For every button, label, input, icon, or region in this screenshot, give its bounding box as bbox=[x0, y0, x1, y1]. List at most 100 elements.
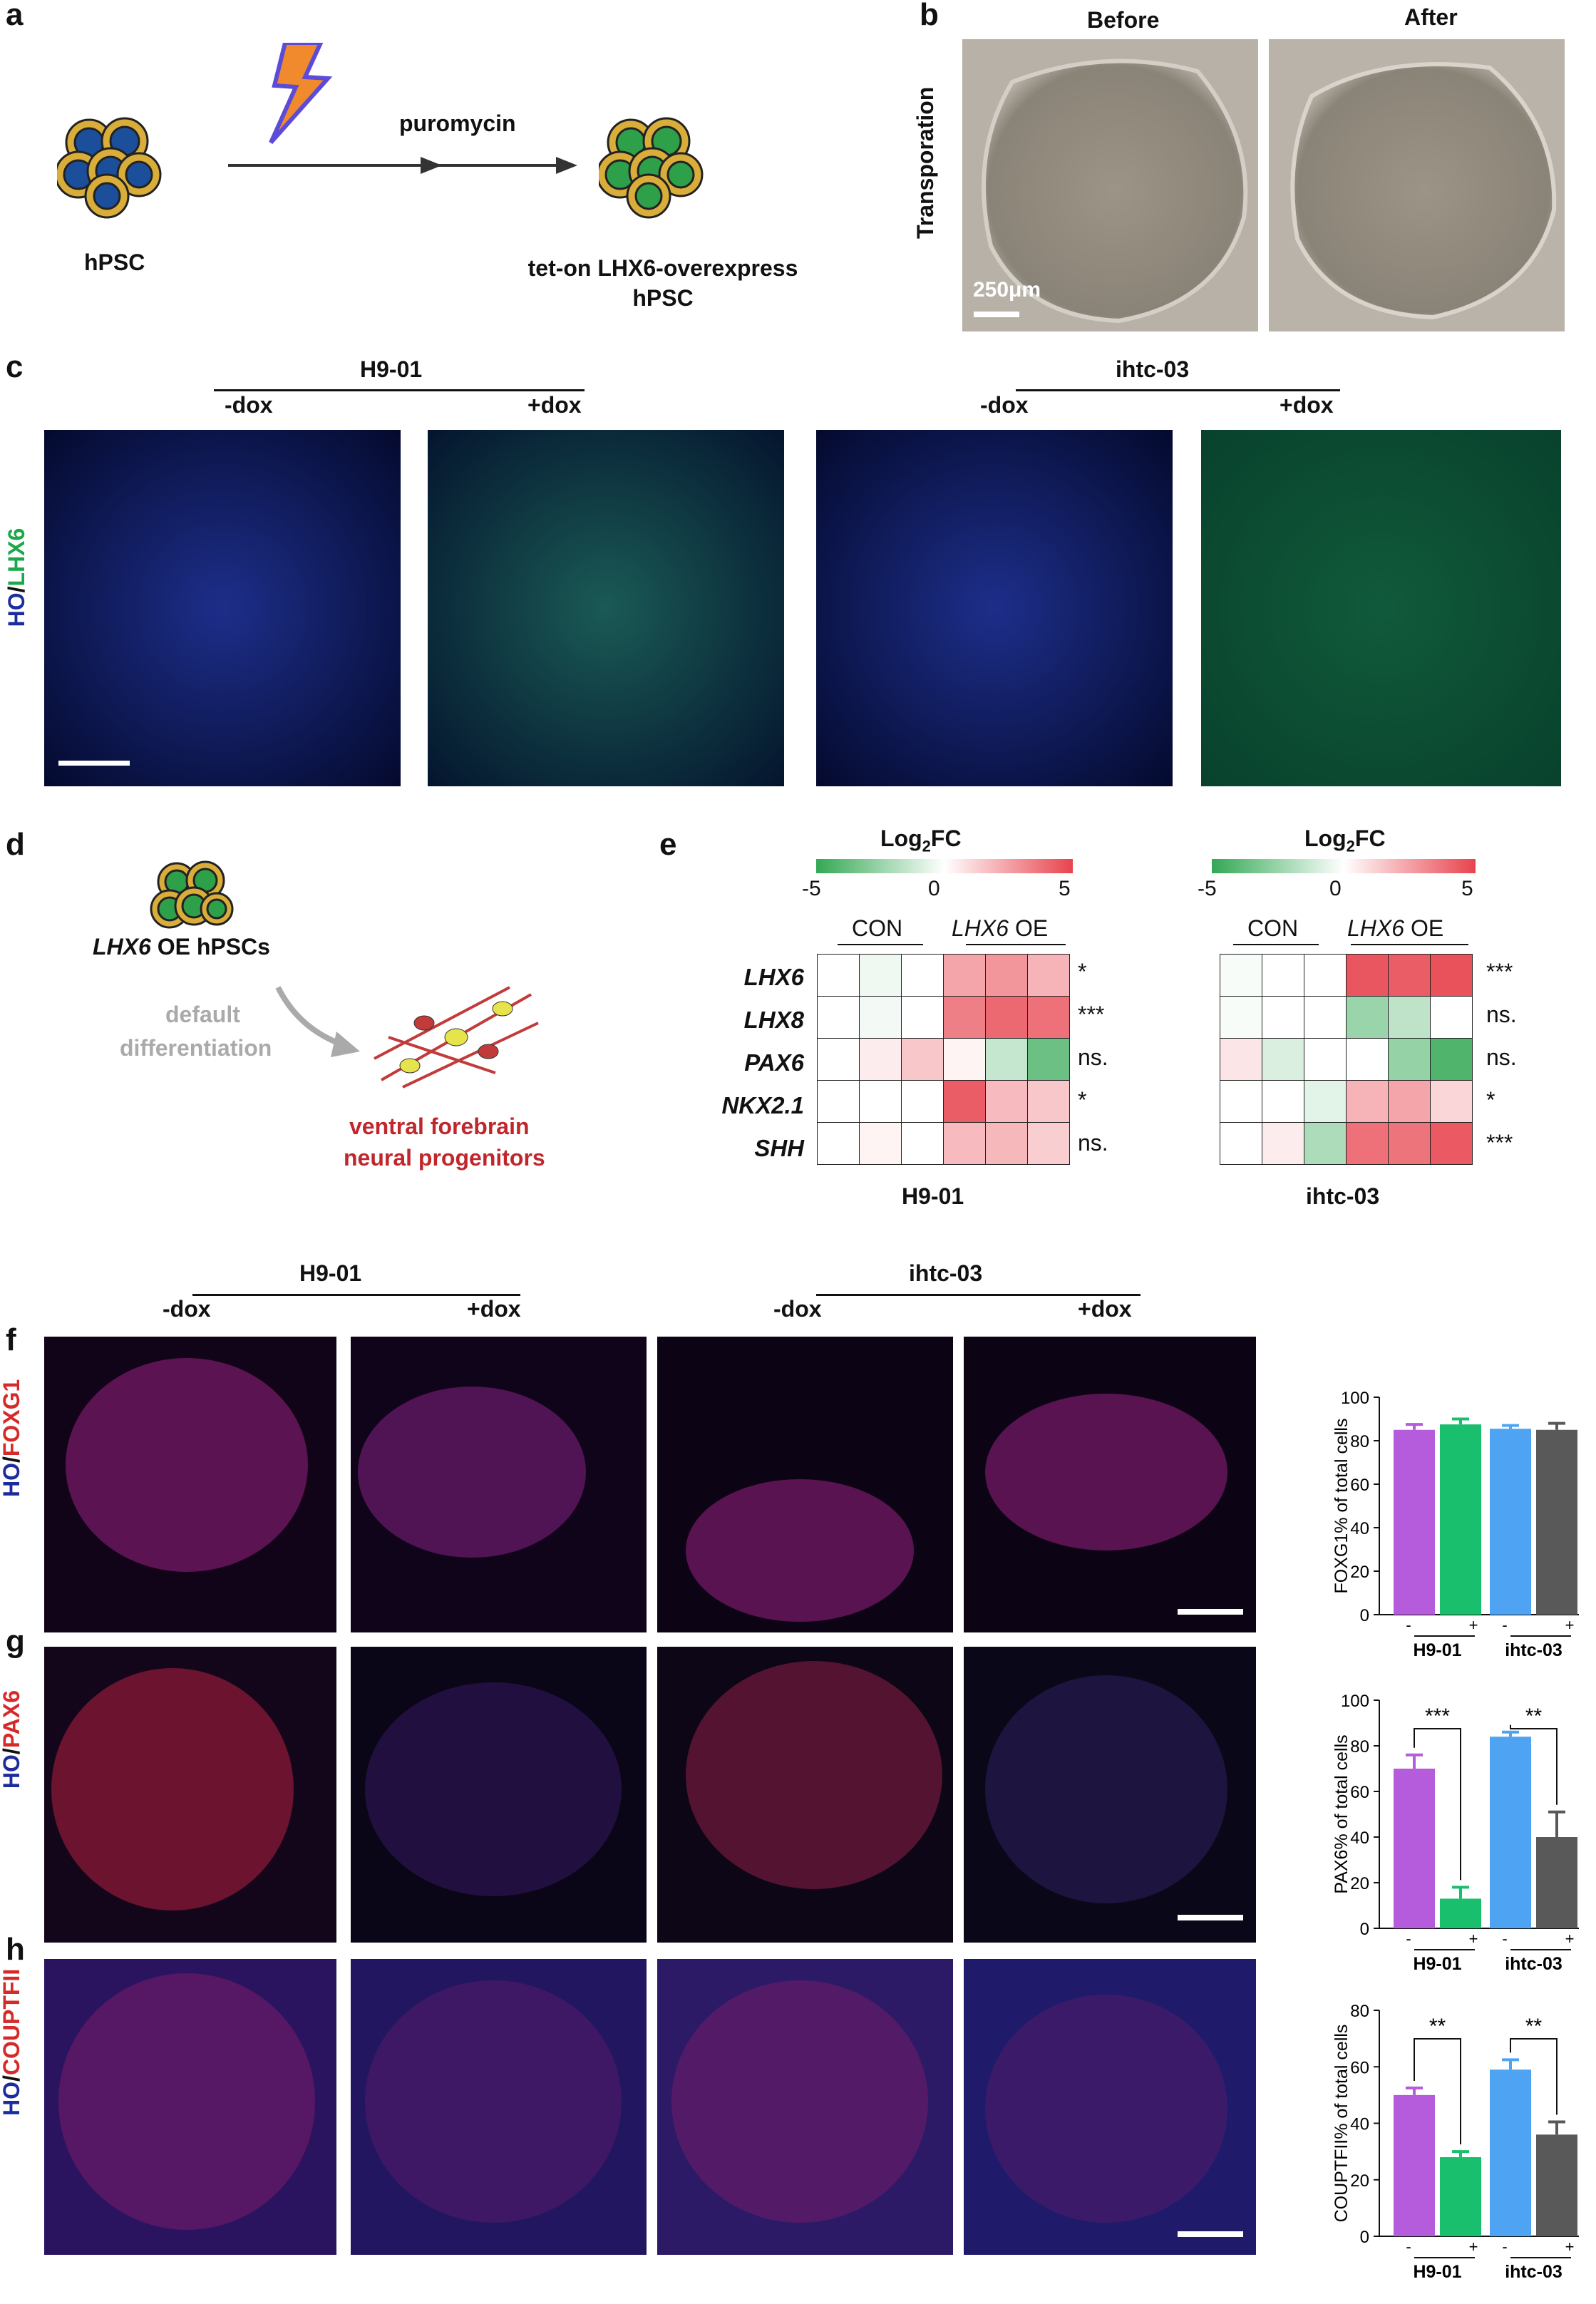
panel-f-label: f bbox=[6, 1322, 16, 1357]
y-tick-label: 20 bbox=[1350, 1874, 1369, 1893]
e-gene-pax6: PAX6 bbox=[744, 1049, 804, 1076]
heatmap-cell bbox=[985, 954, 1028, 997]
e-ihtc-sig-3: * bbox=[1486, 1087, 1495, 1113]
c-h9-minus-image bbox=[44, 430, 401, 786]
c-ihtc-plus-dox: +dox bbox=[1280, 392, 1334, 418]
bar bbox=[1394, 1769, 1435, 1928]
heatmap-cell bbox=[1346, 1038, 1389, 1081]
d-default-label: default bbox=[165, 1002, 240, 1027]
heatmap-cell bbox=[817, 1080, 860, 1123]
puromycin-label: puromycin bbox=[399, 110, 516, 136]
e-ihtc-sig-4: *** bbox=[1486, 1130, 1513, 1156]
g-h9-minus-image bbox=[44, 1647, 336, 1943]
heatmap-cell bbox=[985, 1080, 1028, 1123]
heatmap-cell bbox=[1027, 954, 1070, 997]
bar bbox=[1490, 1737, 1531, 1928]
after-label: After bbox=[1404, 4, 1458, 30]
y-tick-label: 80 bbox=[1350, 1432, 1369, 1451]
hpsc-cluster-icon bbox=[57, 117, 162, 219]
heatmap-cell bbox=[1430, 1038, 1473, 1081]
bar bbox=[1394, 1429, 1435, 1615]
e-ihtc-con-label: CON bbox=[1247, 915, 1299, 941]
heatmap-cell bbox=[943, 1122, 986, 1165]
d-target-label-2: neural progenitors bbox=[344, 1145, 545, 1171]
e-ihtc-oe-label: LHX6 OE bbox=[1347, 915, 1444, 941]
panel-c-label: c bbox=[6, 349, 24, 384]
sig-bracket bbox=[1510, 1724, 1558, 1805]
heatmap-cell bbox=[859, 996, 902, 1039]
heatmap-cell bbox=[1220, 1122, 1262, 1165]
heatmap-cell bbox=[859, 1038, 902, 1081]
c-h9-label: H9-01 bbox=[360, 356, 423, 382]
group-label: H9-01 bbox=[1413, 1640, 1461, 1660]
x-tick-label: - bbox=[1502, 2238, 1507, 2256]
h-ihtc-minus-image bbox=[657, 1959, 953, 2255]
y-axis-label: PAX6% of total cells bbox=[1332, 1734, 1352, 1893]
x-tick-label: + bbox=[1469, 1930, 1478, 1948]
heatmap-cell bbox=[1346, 1122, 1389, 1165]
x-tick-label: + bbox=[1565, 2238, 1575, 2256]
heatmap-cell bbox=[1388, 1080, 1431, 1123]
y-tick-label: 40 bbox=[1350, 1829, 1369, 1848]
bar bbox=[1536, 1429, 1577, 1615]
x-tick-label: - bbox=[1406, 1616, 1411, 1634]
bar bbox=[1440, 2157, 1481, 2236]
oe-hpsc-label-2: hPSC bbox=[632, 285, 694, 311]
group-label: ihtc-03 bbox=[1505, 1954, 1562, 1974]
e-ihtc-sig-0: *** bbox=[1486, 959, 1513, 984]
x-tick-label: + bbox=[1565, 1930, 1575, 1948]
panel-a-label: a bbox=[6, 0, 24, 32]
y-tick-label: 100 bbox=[1341, 1389, 1369, 1408]
heatmap-cell bbox=[1304, 1122, 1347, 1165]
heatmap-cell bbox=[1262, 1080, 1304, 1123]
scale-label: 250μm bbox=[973, 278, 1041, 302]
heatmap-cell bbox=[817, 954, 860, 997]
heatmap-cell bbox=[859, 1080, 902, 1123]
bar bbox=[1490, 2069, 1531, 2236]
d-arrow-icon bbox=[275, 986, 360, 1057]
colony-before-image bbox=[962, 39, 1258, 331]
heatmap-cell bbox=[859, 1122, 902, 1165]
heatmap-cell bbox=[1220, 1038, 1262, 1081]
oe-hpsc-label-1: tet-on LHX6-overexpress bbox=[527, 255, 798, 281]
e-h9-oe-label: LHX6 OE bbox=[952, 915, 1049, 941]
heatmap-cell bbox=[943, 954, 986, 997]
f-h9-label: H9-01 bbox=[299, 1260, 362, 1286]
panel-h-label: h bbox=[6, 1932, 25, 1967]
heatmap-cell bbox=[1430, 996, 1473, 1039]
h-ylabel: HO/COUPTFII bbox=[0, 1968, 24, 2116]
e-ihtc-colorbar-title: Log2FC bbox=[1304, 826, 1386, 855]
f-ihtc-label: ihtc-03 bbox=[909, 1260, 983, 1286]
selection-arrow-icon bbox=[399, 157, 577, 174]
x-tick-label: + bbox=[1469, 2238, 1478, 2256]
e-h9-sig-1: *** bbox=[1078, 1002, 1105, 1027]
sig-bracket bbox=[1414, 1728, 1461, 1881]
heatmap-cell bbox=[1304, 996, 1347, 1039]
e-h9-scale-min: -5 bbox=[802, 877, 821, 900]
c-ihtc-minus-image bbox=[816, 430, 1173, 786]
f-ihtc-plus-image bbox=[964, 1337, 1256, 1632]
h-ihtc-plus-image bbox=[964, 1959, 1256, 2255]
group-label: ihtc-03 bbox=[1505, 1640, 1562, 1660]
heatmap-cell bbox=[1346, 996, 1389, 1039]
bar bbox=[1490, 1429, 1531, 1615]
bar bbox=[1536, 2134, 1577, 2236]
x-tick-label: - bbox=[1502, 1616, 1507, 1634]
c-ihtc-minus-dox: -dox bbox=[980, 392, 1029, 418]
heatmap-cell bbox=[1430, 1080, 1473, 1123]
e-h9-sig-4: ns. bbox=[1078, 1130, 1108, 1156]
heatmap-cell bbox=[1388, 954, 1431, 997]
panel-g-label: g bbox=[6, 1624, 25, 1659]
heatmap-cell bbox=[1220, 954, 1262, 997]
bar bbox=[1394, 2094, 1435, 2236]
y-tick-label: 20 bbox=[1350, 2171, 1369, 2191]
y-tick-label: 80 bbox=[1350, 1737, 1369, 1757]
heatmap-cell bbox=[817, 1122, 860, 1165]
bar bbox=[1536, 1837, 1577, 1928]
sig-bracket bbox=[1510, 2038, 1558, 2115]
heatmap-cell bbox=[1346, 954, 1389, 997]
d-target-label-1: ventral forebrain bbox=[349, 1114, 530, 1139]
heatmap-cell bbox=[1262, 1122, 1304, 1165]
e-ihtc-sig-1: ns. bbox=[1486, 1002, 1517, 1027]
panel-e-label: e bbox=[659, 827, 677, 862]
